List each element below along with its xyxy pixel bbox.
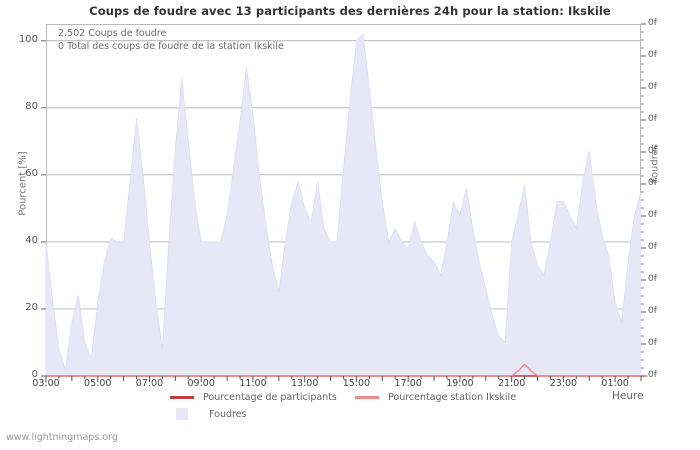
x-axis-tick-label: 07:00 [135,378,164,389]
annotation-total-strokes: 2.502 Coups de foudre [58,28,167,39]
legend-item[interactable]: Foudres [170,408,246,420]
y-axis-right-tick-label: 0f [648,306,657,316]
legend-swatch-marker [176,408,188,420]
x-axis-tick-label: 11:00 [239,378,267,389]
footer-attribution: www.lightningmaps.org [6,432,118,443]
x-axis-tick-label: 21:00 [497,378,526,389]
y-axis-left-tick-label: 60 [25,167,38,179]
legend-item-label: Pourcentage station Ikskile [388,392,517,403]
legend-line-marker [170,396,194,399]
y-axis-left-tick-label: 40 [25,234,38,246]
x-axis-tick-label: 13:00 [290,378,319,389]
y-axis-right-tick-label: 0f [648,18,657,28]
y-axis-right-tick-label: 0f [648,242,657,252]
x-axis-tick-label: 15:00 [342,378,371,389]
x-axis-tick-label: 09:00 [187,378,215,389]
y-axis-left-tick-label: 20 [25,301,38,313]
x-axis-tick-label: 23:00 [549,378,578,389]
y-axis-right-tick-label: 0f [648,338,657,348]
legend-item[interactable]: Pourcentage de participants [170,392,337,403]
legend-item[interactable]: Pourcentage station Ikskile [355,392,516,403]
y-axis-right-tick-label: 0f [648,210,657,220]
legend-item-label: Foudres [209,408,247,420]
y-axis-left-tick-label: 80 [25,100,38,112]
y-axis-right-tick-label: 0f [648,114,657,124]
y-axis-left-tick-label: 0 [31,369,38,380]
y-axis-left-tick-label: 100 [18,33,38,45]
x-axis-tick-label: 17:00 [394,378,422,389]
x-axis-label: Heure [612,390,644,402]
page-title: Coups de foudre avec 13 participants des… [89,4,611,18]
x-axis-tick-label: 19:00 [446,378,474,389]
x-axis-tick-label: 01:00 [601,378,629,389]
y-axis-right-tick-label: 0f [648,178,657,188]
y-axis-right-tick-label: 0f [648,274,657,284]
legend-item-label: Pourcentage de participants [203,392,337,403]
legend-line-marker [355,396,379,399]
y-axis-right-tick-label: 0f [648,370,657,380]
plot-area [46,24,641,376]
y-axis-left-label: Pourcent [%] [17,151,29,216]
y-axis-right-tick-label: 0f [648,50,657,60]
y-axis-right-tick-label: 0f [648,146,657,156]
x-axis-tick-label: 03:00 [32,378,60,389]
y-axis-right-tick-label: 0f [648,82,657,92]
x-axis-tick-label: 05:00 [84,378,112,389]
annotation-station-strokes: 0 Total des coups de foudre de la statio… [58,41,284,52]
